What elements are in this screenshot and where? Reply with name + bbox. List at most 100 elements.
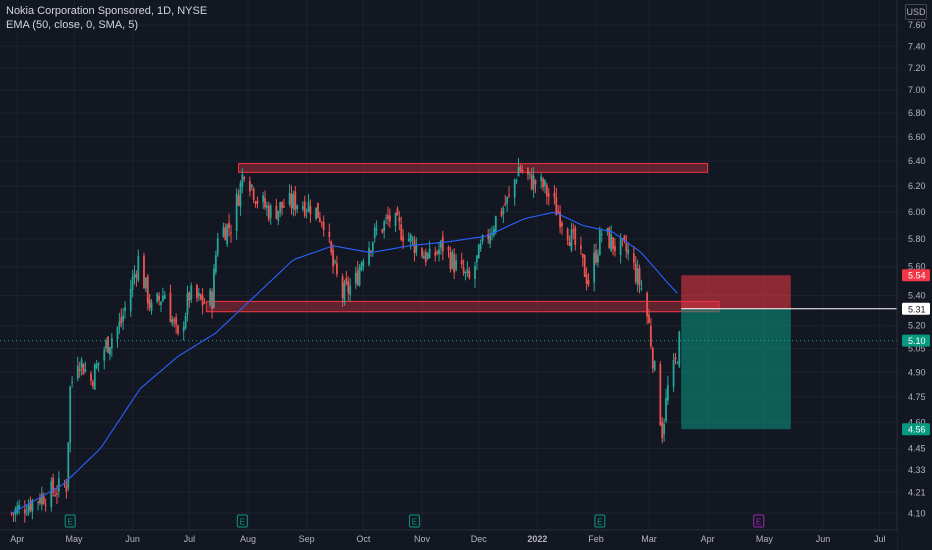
candle-body: [383, 221, 386, 231]
time-axis: [0, 530, 897, 550]
candle-body: [481, 235, 484, 242]
time-tick-label: Apr: [10, 534, 24, 544]
candle-body: [606, 228, 609, 232]
candle-body: [521, 169, 524, 173]
candle-body: [424, 251, 427, 263]
candle-body: [513, 179, 516, 198]
earnings-marker[interactable]: E: [753, 514, 765, 528]
candle-body: [494, 215, 497, 233]
candle-body: [303, 201, 306, 216]
candle-body: [436, 251, 439, 254]
candle-body: [566, 228, 569, 241]
earnings-marker[interactable]: E: [408, 514, 420, 528]
candle-body: [226, 224, 229, 245]
chart-legend: Nokia Corporation Sponsored, 1D, NYSE EM…: [6, 4, 207, 32]
symbol-title[interactable]: Nokia Corporation Sponsored, 1D, NYSE: [6, 5, 208, 17]
earnings-marker-label: E: [240, 518, 245, 527]
candle-body: [434, 252, 437, 256]
candle-body: [468, 271, 471, 279]
candle-body: [508, 194, 510, 196]
price-tick-label: 7.60: [908, 20, 926, 30]
candle-body: [110, 338, 113, 349]
candle-body: [173, 319, 176, 322]
price-badge-label: 5.10: [908, 336, 926, 346]
candle-body: [665, 397, 667, 421]
candle-body: [598, 229, 601, 255]
candle-body: [466, 268, 469, 273]
candle-body: [12, 513, 15, 515]
candle-body: [580, 245, 582, 250]
candle-body: [116, 327, 119, 340]
candle-body: [214, 255, 217, 273]
candle-body: [269, 205, 272, 218]
price-tick-label: 7.00: [908, 85, 926, 95]
candle-body: [281, 201, 283, 208]
candle-body: [568, 242, 571, 246]
candle-body: [619, 237, 622, 255]
candle-body: [396, 208, 399, 216]
candle-body: [347, 281, 350, 293]
candle-body: [651, 347, 654, 369]
candle-body: [653, 361, 656, 371]
time-tick-label: Aug: [240, 534, 256, 544]
candle-body: [252, 188, 255, 200]
ema-indicator-label[interactable]: EMA (50, close, 0, SMA, 5): [6, 19, 139, 31]
candle-body: [557, 211, 560, 214]
currency-button[interactable]: USD: [905, 4, 927, 20]
candle-body: [262, 195, 265, 202]
candle-body: [105, 340, 108, 349]
candle-body: [163, 294, 166, 299]
candle-body: [530, 174, 533, 190]
candle-body: [583, 255, 586, 277]
candle-body: [373, 227, 376, 238]
candle-body: [328, 231, 331, 237]
candle-body: [188, 292, 191, 301]
candle-body: [201, 295, 204, 306]
candle-body: [56, 493, 58, 495]
earnings-marker-box: [64, 514, 76, 528]
time-tick-label: Jul: [184, 534, 196, 544]
candle-body: [341, 276, 344, 299]
candle-body: [572, 230, 575, 232]
candle-body: [213, 268, 215, 309]
time-tick-label: 2022: [527, 534, 547, 544]
price-tick-label: 6.00: [908, 207, 926, 217]
candle-body: [555, 197, 558, 216]
candle-body: [129, 288, 132, 312]
time-tick-label: May: [65, 534, 83, 544]
candle-body: [78, 368, 81, 372]
candle-body: [597, 254, 599, 263]
earnings-marker-box: [753, 514, 765, 528]
candle-body: [318, 217, 321, 222]
time-tick-label: Dec: [471, 534, 488, 544]
candle-body: [570, 228, 573, 251]
candle-body: [76, 365, 79, 379]
price-tick-label: 5.40: [908, 290, 926, 300]
candle-body: [148, 299, 151, 308]
candle-body: [636, 268, 639, 285]
candle-body: [540, 176, 543, 182]
candle-body: [224, 227, 227, 241]
candle-body: [305, 210, 308, 212]
candle-body: [528, 172, 531, 174]
candle-body: [57, 478, 60, 492]
candle-body: [438, 249, 440, 255]
candle-body: [477, 244, 480, 259]
candle-body: [659, 364, 662, 426]
earnings-marker[interactable]: E: [594, 514, 606, 528]
candle-body: [275, 205, 278, 219]
candle-body: [277, 210, 280, 221]
candle-body: [413, 239, 416, 253]
time-tick-label: Feb: [588, 534, 604, 544]
candle-body: [676, 362, 679, 364]
candle-body: [400, 224, 403, 240]
candle-body: [131, 276, 134, 290]
candle-body: [451, 252, 454, 269]
candle-body: [610, 234, 613, 251]
candle-body: [84, 369, 87, 372]
candle-body: [612, 237, 614, 249]
earnings-marker[interactable]: E: [236, 514, 248, 528]
time-tick-label: Jul: [874, 534, 886, 544]
earnings-marker[interactable]: E: [64, 514, 76, 528]
